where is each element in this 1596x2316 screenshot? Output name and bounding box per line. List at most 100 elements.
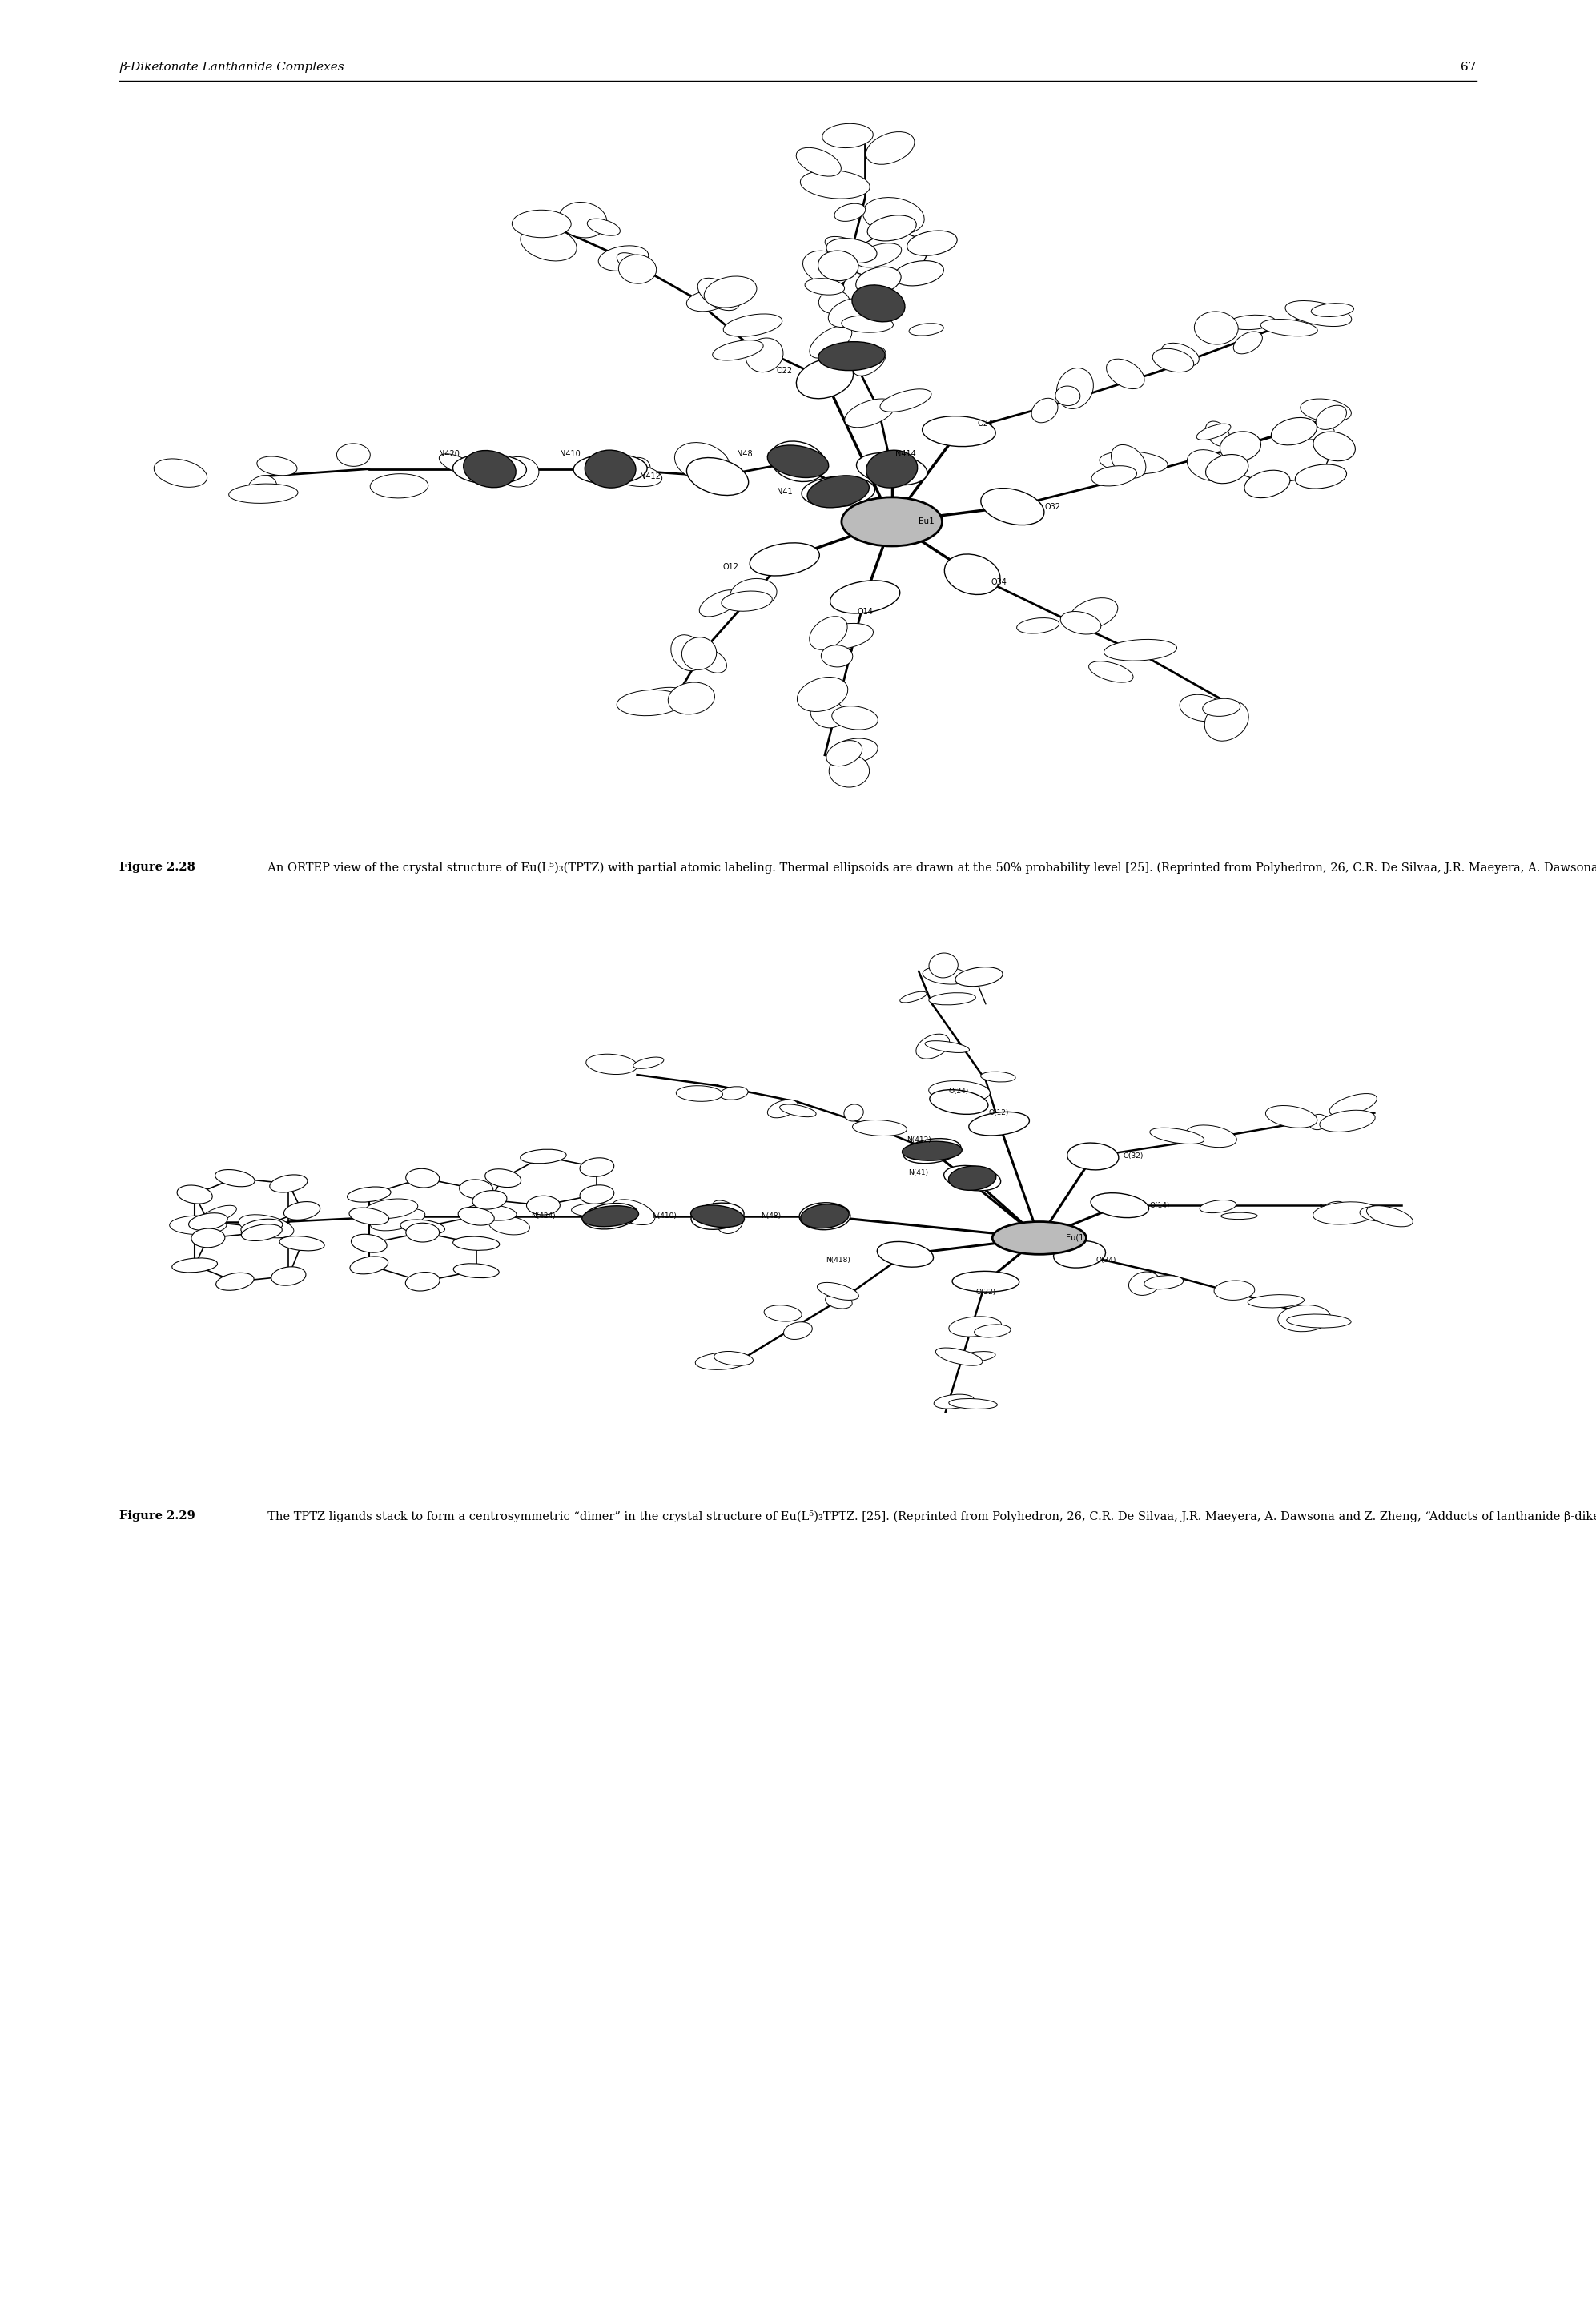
Ellipse shape xyxy=(1069,598,1117,630)
Ellipse shape xyxy=(610,463,662,486)
Ellipse shape xyxy=(271,1267,306,1285)
Ellipse shape xyxy=(943,1165,1001,1190)
Text: O(32): O(32) xyxy=(1124,1153,1143,1160)
Ellipse shape xyxy=(1286,1313,1352,1327)
Text: N420: N420 xyxy=(439,449,460,459)
Ellipse shape xyxy=(579,1158,614,1177)
Ellipse shape xyxy=(709,470,745,491)
Ellipse shape xyxy=(520,1149,567,1163)
Ellipse shape xyxy=(192,1227,225,1248)
Ellipse shape xyxy=(910,324,943,336)
Ellipse shape xyxy=(1152,350,1194,373)
Text: O(34): O(34) xyxy=(1096,1255,1117,1265)
Ellipse shape xyxy=(825,1295,852,1309)
Ellipse shape xyxy=(1309,1114,1328,1130)
Text: N(41): N(41) xyxy=(908,1170,929,1177)
Ellipse shape xyxy=(348,1186,391,1202)
Ellipse shape xyxy=(830,581,900,614)
Ellipse shape xyxy=(929,1082,990,1102)
Ellipse shape xyxy=(879,389,932,412)
Text: N48: N48 xyxy=(736,449,752,459)
Text: The TPTZ ligands stack to form a centrosymmetric “dimer” in the crystal structur: The TPTZ ligands stack to form a centros… xyxy=(260,1510,1596,1522)
Ellipse shape xyxy=(830,739,878,764)
Ellipse shape xyxy=(980,1072,1015,1082)
Ellipse shape xyxy=(686,292,728,310)
Ellipse shape xyxy=(852,347,886,375)
Ellipse shape xyxy=(832,706,878,730)
Ellipse shape xyxy=(670,635,704,672)
Ellipse shape xyxy=(1017,618,1060,635)
Ellipse shape xyxy=(809,327,852,359)
Ellipse shape xyxy=(1266,1105,1317,1128)
Ellipse shape xyxy=(1205,422,1231,447)
Ellipse shape xyxy=(801,1204,849,1227)
Ellipse shape xyxy=(1202,699,1240,716)
Ellipse shape xyxy=(488,1216,530,1234)
Ellipse shape xyxy=(365,1200,418,1218)
Ellipse shape xyxy=(512,211,571,239)
Ellipse shape xyxy=(953,1271,1020,1292)
Ellipse shape xyxy=(453,1265,500,1278)
Ellipse shape xyxy=(974,1325,1010,1336)
Ellipse shape xyxy=(827,239,876,264)
Ellipse shape xyxy=(1205,454,1248,484)
Ellipse shape xyxy=(784,1322,812,1339)
Ellipse shape xyxy=(1366,1207,1412,1227)
Text: O32: O32 xyxy=(1045,503,1061,510)
Text: O(22): O(22) xyxy=(975,1288,996,1297)
Ellipse shape xyxy=(458,1207,495,1225)
Ellipse shape xyxy=(712,340,763,361)
Text: Figure 2.29: Figure 2.29 xyxy=(120,1510,196,1522)
Ellipse shape xyxy=(1310,303,1353,317)
Ellipse shape xyxy=(584,449,635,489)
Ellipse shape xyxy=(835,204,865,222)
Ellipse shape xyxy=(453,1237,500,1251)
Ellipse shape xyxy=(721,591,772,611)
Ellipse shape xyxy=(922,417,996,447)
Ellipse shape xyxy=(1314,1202,1377,1225)
Ellipse shape xyxy=(1090,1193,1149,1218)
Ellipse shape xyxy=(622,688,685,713)
Ellipse shape xyxy=(677,1086,723,1102)
Ellipse shape xyxy=(900,991,927,1003)
Ellipse shape xyxy=(573,454,646,484)
Ellipse shape xyxy=(257,456,297,475)
Ellipse shape xyxy=(571,1204,621,1216)
Ellipse shape xyxy=(894,262,943,285)
Ellipse shape xyxy=(622,459,650,482)
Ellipse shape xyxy=(723,315,782,336)
Ellipse shape xyxy=(863,197,924,234)
Ellipse shape xyxy=(1280,424,1334,440)
Ellipse shape xyxy=(1315,405,1347,428)
Ellipse shape xyxy=(239,1214,294,1239)
Ellipse shape xyxy=(485,1170,520,1188)
Text: O12: O12 xyxy=(723,563,739,570)
Ellipse shape xyxy=(1057,368,1093,408)
Ellipse shape xyxy=(929,994,975,1005)
Ellipse shape xyxy=(1106,359,1144,389)
Ellipse shape xyxy=(350,1207,389,1225)
Ellipse shape xyxy=(579,1186,614,1204)
Ellipse shape xyxy=(852,285,905,322)
Ellipse shape xyxy=(1179,695,1224,720)
Ellipse shape xyxy=(948,1315,1001,1336)
Ellipse shape xyxy=(188,1214,228,1230)
Text: An ORTEP view of the crystal structure of Eu(L⁵)₃(TPTZ) with partial atomic labe: An ORTEP view of the crystal structure o… xyxy=(260,862,1596,873)
Ellipse shape xyxy=(1278,1304,1331,1332)
Ellipse shape xyxy=(520,227,576,262)
Ellipse shape xyxy=(1205,699,1248,741)
Text: Eu(1): Eu(1) xyxy=(1066,1234,1087,1241)
Ellipse shape xyxy=(401,1221,445,1234)
Ellipse shape xyxy=(284,1202,321,1221)
Ellipse shape xyxy=(704,276,757,308)
Ellipse shape xyxy=(583,1207,638,1227)
Ellipse shape xyxy=(844,398,895,428)
Ellipse shape xyxy=(370,475,428,498)
Text: N412: N412 xyxy=(640,472,661,479)
Ellipse shape xyxy=(215,1170,255,1186)
Text: N(424): N(424) xyxy=(531,1214,555,1221)
Ellipse shape xyxy=(819,343,886,371)
Ellipse shape xyxy=(926,1040,969,1054)
Ellipse shape xyxy=(948,1165,996,1190)
Ellipse shape xyxy=(1234,331,1262,354)
